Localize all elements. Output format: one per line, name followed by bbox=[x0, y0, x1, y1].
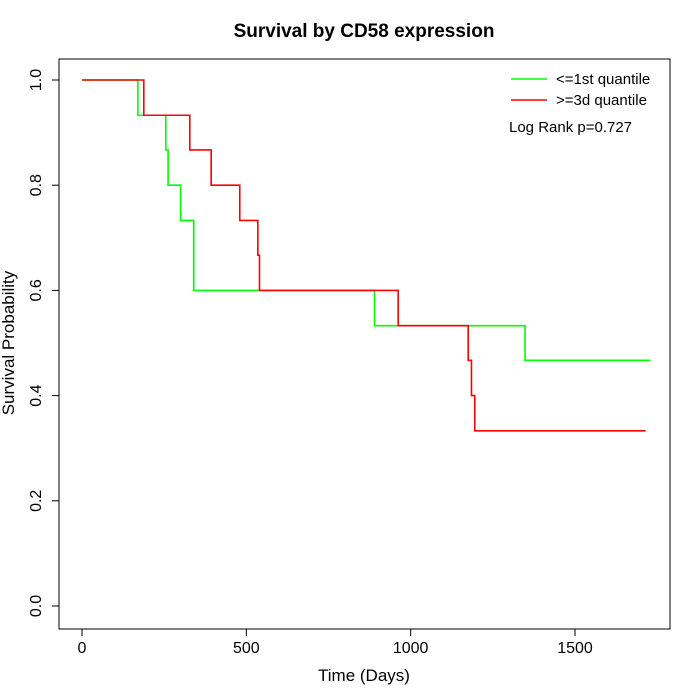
x-tick-label: 1000 bbox=[393, 640, 429, 657]
x-axis-label: Time (Days) bbox=[318, 666, 410, 685]
y-tick-label: 0.8 bbox=[28, 174, 45, 196]
x-tick-label: 1500 bbox=[557, 640, 593, 657]
legend: <=1st quantile >=3d quantile bbox=[511, 71, 650, 109]
y-axis-label: Survival Probability bbox=[0, 270, 18, 415]
x-tick-label: 0 bbox=[78, 640, 87, 657]
series-layer bbox=[82, 79, 651, 432]
series-line-2 bbox=[82, 79, 646, 432]
y-axis: 0.0 0.2 0.4 0.6 0.8 1.0 bbox=[28, 69, 60, 617]
log-rank-annotation: Log Rank p=0.727 bbox=[509, 119, 632, 136]
x-tick-label: 500 bbox=[233, 640, 260, 657]
x-axis: 0 500 1000 1500 bbox=[78, 628, 593, 657]
chart-title: Survival by CD58 expression bbox=[234, 21, 495, 42]
y-tick-label: 0.6 bbox=[28, 279, 45, 301]
legend-label-2: >=3d quantile bbox=[556, 92, 647, 109]
y-tick-label: 1.0 bbox=[28, 69, 45, 91]
y-tick-label: 0.2 bbox=[28, 490, 45, 512]
y-tick-label: 0.0 bbox=[28, 595, 45, 617]
y-tick-label: 0.4 bbox=[28, 384, 45, 406]
legend-label-1: <=1st quantile bbox=[556, 71, 650, 88]
